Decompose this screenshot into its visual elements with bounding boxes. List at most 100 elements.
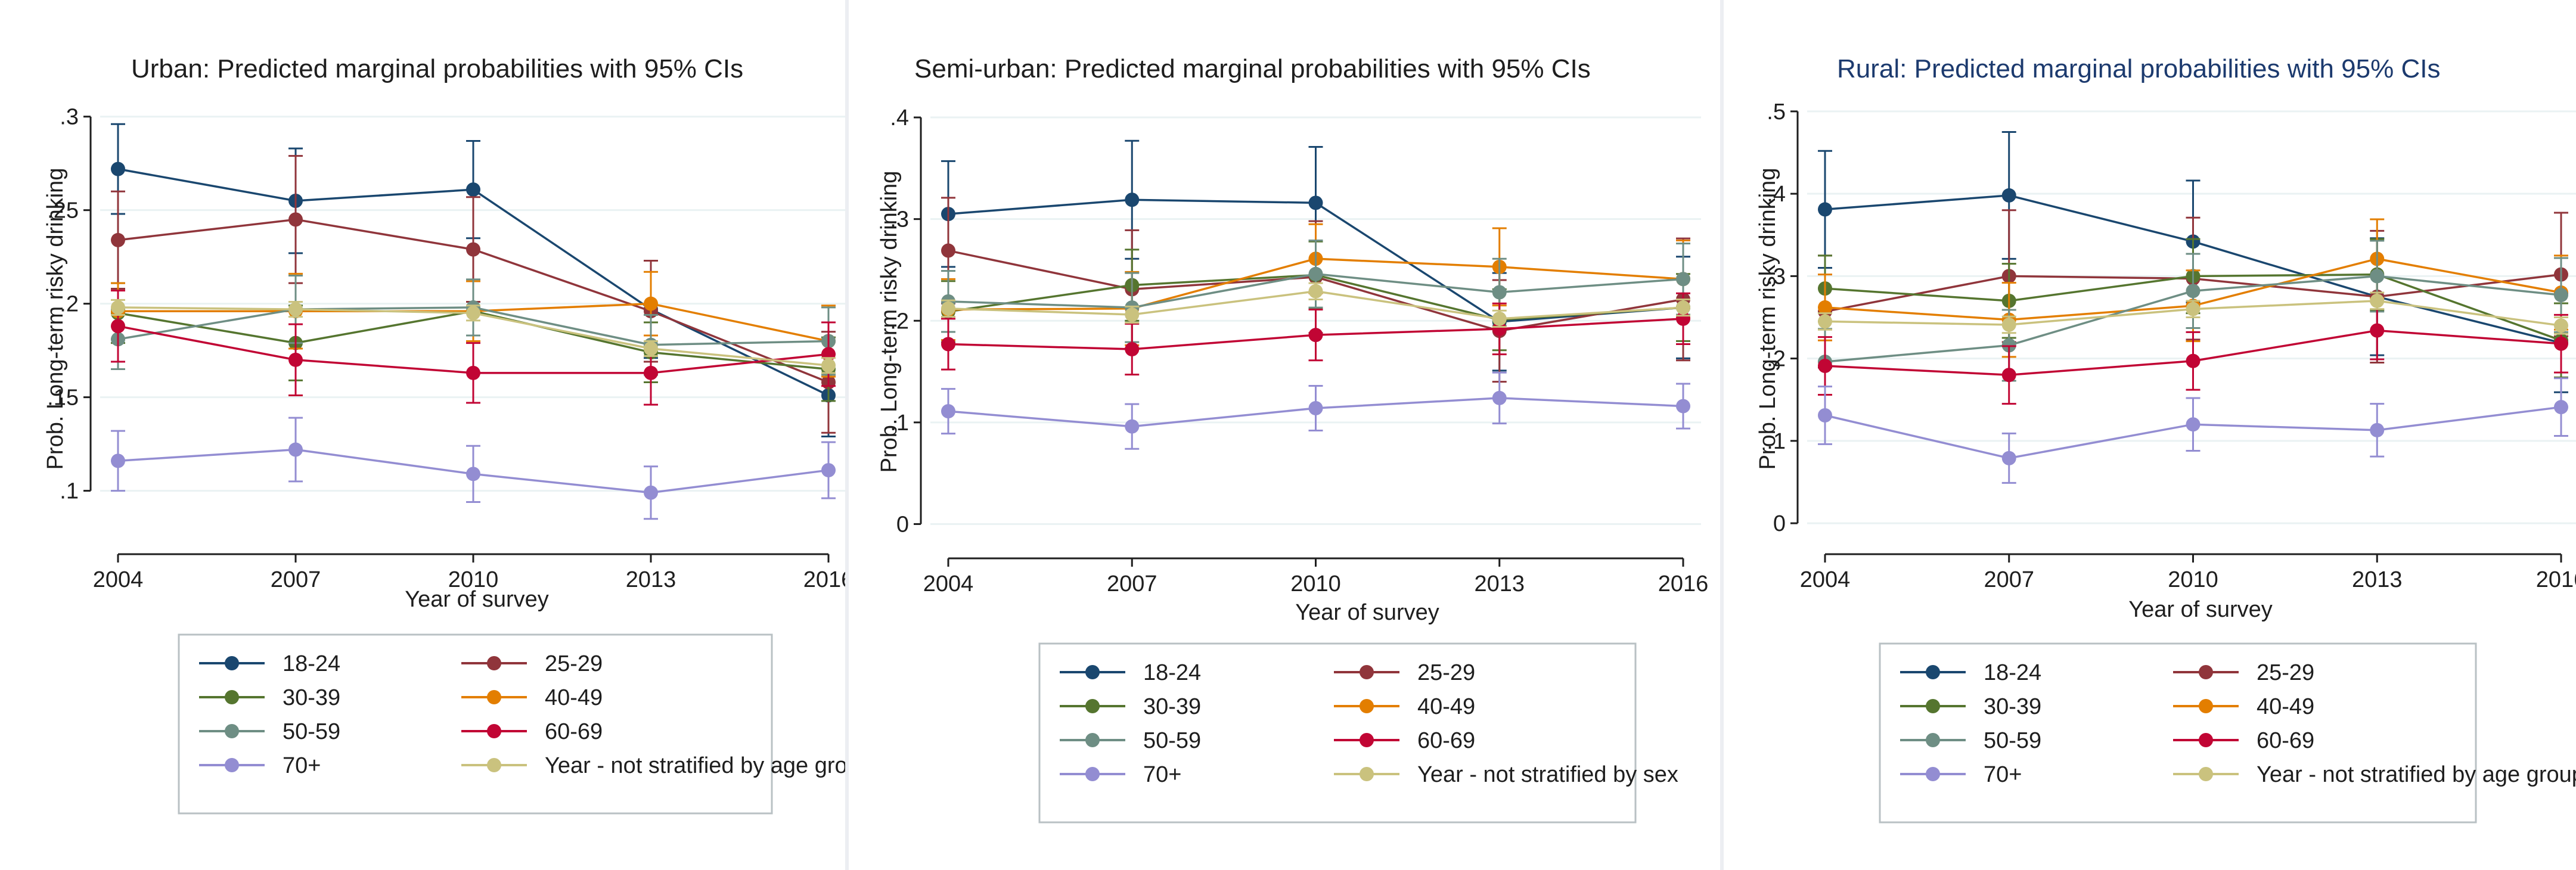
urban-series-70plus [111, 417, 836, 520]
urban-data-point [111, 319, 125, 334]
urban-legend-swatch-marker [225, 690, 239, 704]
urban-legend-label: 18-24 [283, 651, 340, 676]
semi-urban-data-point [941, 404, 955, 419]
urban-series-25-29 [111, 155, 836, 434]
rural-legend-label: 40-49 [2257, 694, 2314, 719]
urban-data-point [644, 485, 658, 500]
urban-legend-swatch-marker [487, 656, 501, 670]
rural-data-point [1818, 359, 1832, 374]
urban-legend-item: 30-39 [199, 685, 340, 710]
rural-data-point [2554, 400, 2568, 415]
semi-urban-data-point [1125, 342, 1140, 357]
rural-series-70plus [1818, 377, 2568, 484]
rural-data-point [2370, 293, 2385, 308]
rural-legend-label: 30-39 [1984, 694, 2041, 719]
urban-y-axis-label: Prob. Long-term risky drinking [43, 168, 68, 470]
rural-data-point [1818, 202, 1832, 217]
rural-legend-swatch-marker [1926, 699, 1940, 713]
rural-legend-item: 30-39 [1900, 694, 2041, 719]
rural-legend-swatch-marker [1926, 665, 1940, 679]
semi-urban-legend-swatch-marker [1085, 767, 1100, 781]
urban-data-point [288, 212, 303, 227]
urban-y-tick-label: .2 [60, 292, 79, 317]
urban-y-tick-label: .15 [47, 386, 79, 411]
urban-y-tick-label: .3 [60, 105, 79, 130]
urban-legend-item: Year - not stratified by age group [461, 753, 845, 778]
urban-legend-item: 25-29 [461, 651, 603, 676]
rural-data-point [2554, 318, 2568, 333]
rural-data-point [1818, 300, 1832, 315]
semi-urban-legend-label: Year - not stratified by sex [1417, 762, 1678, 787]
urban-legend-item: 40-49 [461, 685, 603, 710]
rural-legend-item: 40-49 [2173, 694, 2314, 719]
rural-y-tick-label: .5 [1767, 100, 1786, 125]
semi-urban-y-tick-label: .1 [890, 411, 909, 436]
semi-urban-y-tick-label: .3 [890, 207, 909, 232]
urban-legend-label: 60-69 [545, 719, 603, 744]
urban-data-point [111, 232, 125, 247]
rural-y-axis-label: Prob. Long-term risky drinking [1755, 168, 1780, 470]
urban-x-tick-label: 2007 [271, 567, 321, 592]
rural-data-point [2186, 284, 2201, 299]
urban-legend-swatch-marker [225, 724, 239, 738]
urban-legend-item: 18-24 [199, 651, 340, 676]
semi-urban-chart-svg: Semi-urban: Predicted marginal probabili… [877, 54, 1720, 824]
rural-data-point [1818, 314, 1832, 329]
rural-legend-label: 60-69 [2257, 728, 2314, 753]
rural-legend-item: 70+ [1900, 762, 2022, 787]
rural-y-tick-label: .4 [1767, 182, 1786, 207]
rural-legend-swatch-marker [2199, 699, 2213, 713]
rural-legend-swatch-marker [2199, 665, 2213, 679]
urban-x-tick-label: 2016 [803, 567, 845, 592]
rural-data-point [2370, 323, 2385, 338]
rural-x-tick-label: 2016 [2536, 567, 2576, 592]
urban-legend-label: 30-39 [283, 685, 340, 710]
urban-data-point [644, 296, 658, 311]
urban-chart-panel: Urban: Predicted marginal probabilities … [0, 0, 845, 870]
urban-data-point [644, 365, 658, 380]
rural-legend-item: 25-29 [2173, 660, 2314, 685]
urban-data-point [466, 182, 480, 197]
semi-urban-legend-label: 30-39 [1143, 694, 1201, 719]
semi-urban-data-point [1492, 321, 1507, 336]
rural-chart-title: Rural: Predicted marginal probabilities … [1837, 54, 2440, 83]
rural-chart-svg: Rural: Predicted marginal probabilities … [1755, 54, 2576, 824]
rural-legend-swatch-marker [1926, 733, 1940, 747]
semi-urban-legend-item: 40-49 [1334, 694, 1475, 719]
urban-x-tick-label: 2004 [93, 567, 144, 592]
semi-urban-legend-box [1038, 642, 1637, 824]
semi-urban-x-tick-label: 2016 [1658, 571, 1709, 596]
semi-urban-legend-label: 70+ [1143, 762, 1181, 787]
semi-urban-legend-swatch-marker [1360, 699, 1374, 713]
urban-legend-label: 25-29 [545, 651, 603, 676]
semi-urban-legend-item: Year - not stratified by sex [1334, 762, 1678, 787]
urban-data-point [288, 352, 303, 367]
panel-divider-1 [845, 0, 849, 870]
rural-legend-swatch-marker [2199, 733, 2213, 747]
semi-urban-legend-label: 18-24 [1143, 660, 1201, 685]
semi-urban-legend-swatch-marker [1085, 665, 1100, 679]
semi-urban-legend-item: 50-59 [1060, 728, 1201, 753]
rural-x-tick-label: 2007 [1984, 567, 2034, 592]
semi-urban-y-tick-label: 0 [896, 512, 909, 537]
semi-urban-y-tick-label: .4 [890, 105, 909, 130]
urban-legend-swatch-marker [225, 758, 239, 772]
rural-data-point [2186, 417, 2201, 432]
semi-urban-data-point [1492, 285, 1507, 300]
semi-urban-y-axis-label: Prob. Long-term risky drinking [877, 171, 902, 473]
rural-y-tick-label: .3 [1767, 264, 1786, 289]
urban-legend-item: 70+ [199, 753, 321, 778]
semi-urban-y-tick-label: .2 [890, 309, 909, 334]
panel-divider-2 [1720, 0, 1724, 870]
semi-urban-x-tick-label: 2013 [1474, 571, 1525, 596]
semi-urban-series-year [941, 282, 1690, 328]
rural-series-year [1818, 291, 2568, 335]
rural-data-point [2554, 288, 2568, 303]
urban-x-tick-label: 2013 [626, 567, 676, 592]
urban-legend-item: 60-69 [461, 719, 603, 744]
rural-data-point [2186, 302, 2201, 316]
urban-legend-swatch-marker [225, 656, 239, 670]
rural-data-point [2554, 336, 2568, 351]
urban-legend-swatch-marker [487, 724, 501, 738]
semi-urban-data-point [1308, 195, 1323, 210]
